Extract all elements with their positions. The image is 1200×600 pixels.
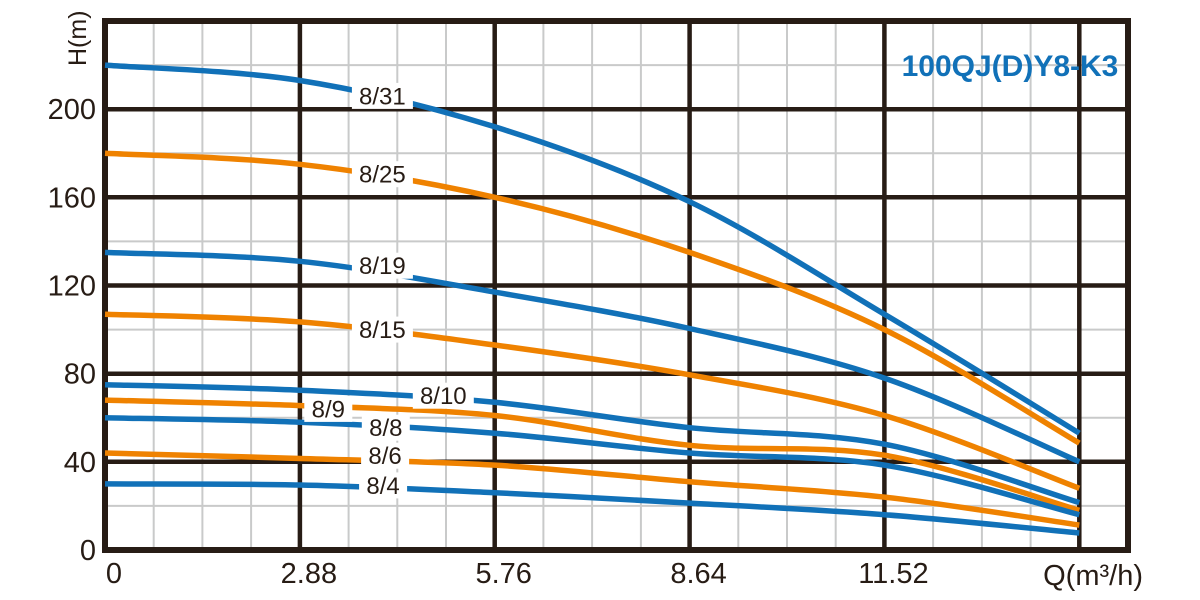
- curve-label-8-6: 8/6: [368, 443, 401, 470]
- curve-8-4: [104, 481, 1080, 536]
- curve-label-8-15: 8/15: [359, 317, 406, 344]
- curve-8-19: [104, 249, 1081, 465]
- curve-labels: 8/31 8/25 8/19 8/15 8/10 8/9 8/88/6 8/4: [304, 82, 474, 500]
- x-axis-tick-labels: 0 2.88 5.76 8.64 11.52: [106, 558, 929, 590]
- curve-label-box-8-31: [351, 82, 413, 109]
- curve-label-box-8-15: [351, 316, 413, 343]
- x-tick-label: 2.88: [281, 558, 337, 590]
- curve-label-8-8: 8/8: [369, 415, 402, 442]
- curve-label-box-8-8: [361, 414, 410, 441]
- x-tick-label: 5.76: [475, 558, 531, 590]
- curve-label-box-8-4: [359, 472, 408, 499]
- curve-label-box-8-9: [304, 395, 353, 422]
- curve-8-25: [104, 150, 1081, 446]
- y-tick-label: 120: [48, 271, 96, 303]
- curve-label-box-8-10: [412, 382, 474, 409]
- curve-label-box-8-19: [351, 252, 413, 279]
- plot-border: [102, 18, 1131, 553]
- curve-label-box-8-6: [361, 442, 410, 469]
- curve-8-15: [104, 311, 1081, 491]
- curve-8-8: [104, 415, 1080, 518]
- x-tick-label: 8.64: [670, 558, 726, 590]
- curve-label-8-10: 8/10: [420, 383, 467, 410]
- y-tick-label: 160: [48, 182, 96, 214]
- y-axis-title: H(m): [64, 10, 92, 66]
- chart-title: 100QJ(D)Y8-K3: [902, 50, 1119, 83]
- curve-8-9: [104, 397, 1081, 513]
- curve-8-10: [104, 381, 1081, 506]
- curve-label-8-25: 8/25: [359, 162, 406, 189]
- x-axis-title: Q(m³/h): [1043, 560, 1143, 592]
- curve-label-8-31: 8/31: [359, 83, 406, 110]
- curve-label-8-4: 8/4: [366, 473, 399, 500]
- x-tick-label: 0: [106, 558, 122, 590]
- curve-label-box-8-25: [351, 161, 413, 188]
- curve-8-6: [104, 450, 1080, 528]
- curve-8-31: [104, 62, 1081, 436]
- grid-major: [105, 21, 1128, 550]
- curve-label-8-9: 8/9: [312, 396, 345, 423]
- y-tick-label: 40: [64, 447, 96, 479]
- x-tick-label: 11.52: [858, 558, 928, 590]
- y-axis-tick-labels: 0 40 80 120 160 200: [48, 94, 96, 567]
- curve-label-8-19: 8/19: [359, 253, 406, 280]
- y-tick-label: 0: [80, 535, 96, 567]
- pump-curves: [104, 62, 1081, 536]
- y-tick-label: 200: [48, 94, 96, 126]
- y-tick-label: 80: [64, 359, 96, 391]
